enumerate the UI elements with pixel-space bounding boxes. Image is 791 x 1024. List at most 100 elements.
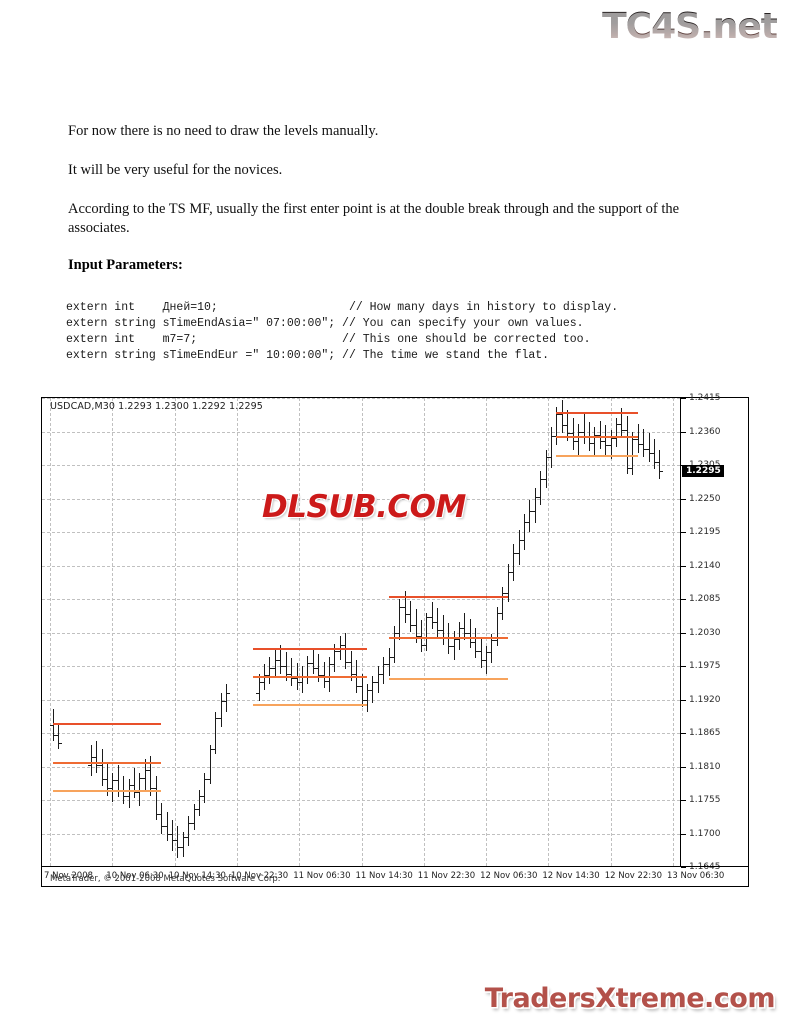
price-bar — [389, 647, 390, 677]
price-bar-close-tick — [59, 743, 62, 745]
price-tick — [681, 833, 686, 835]
price-bar-open-tick — [635, 438, 638, 440]
price-bar-close-tick — [411, 625, 414, 627]
price-bar — [578, 424, 579, 455]
price-bar — [535, 487, 536, 523]
price-bar — [313, 647, 314, 674]
price-tick — [681, 498, 686, 500]
price-bar-open-tick — [131, 784, 134, 786]
time-scale-axis[interactable]: 7 Nov 2008 10 Nov 06:30 10 Nov 14:30 10 Nov… — [42, 866, 748, 886]
price-bar-close-tick — [449, 645, 452, 647]
price-bar-open-tick — [461, 627, 464, 629]
price-bar-close-tick — [335, 650, 338, 652]
price-bar — [324, 661, 325, 689]
support-resistance-group-4-bottom-line — [556, 454, 638, 457]
price-bar-open-tick — [483, 659, 486, 661]
price-bar-close-tick — [579, 431, 582, 433]
grid-line-vertical — [236, 398, 238, 866]
price-bar — [259, 673, 260, 701]
price-bar-open-tick — [537, 497, 540, 499]
price-label: 1.1810 — [689, 761, 721, 772]
support-resistance-group-2-bottom-line — [253, 704, 367, 707]
chart-title-label: USDCAD,M30 1.2293 1.2300 1.2292 1.2295 — [50, 401, 263, 412]
price-bar-open-tick — [651, 452, 654, 454]
price-label: 1.2030 — [689, 627, 721, 638]
price-bar — [378, 666, 379, 694]
price-bar-open-tick — [559, 414, 562, 416]
price-bar-open-tick — [543, 479, 546, 480]
price-bar-open-tick — [55, 734, 58, 736]
watermark-text: DLSUB.COM — [262, 489, 466, 525]
time-label: 12 Nov 22:30 — [604, 871, 662, 881]
price-bar-close-tick — [514, 553, 517, 555]
price-bar — [616, 418, 617, 447]
price-bar — [291, 658, 292, 687]
price-bar — [362, 673, 363, 707]
support-resistance-group-1-top-line — [52, 722, 162, 725]
price-bar-open-tick — [391, 656, 394, 658]
price-bar — [459, 621, 460, 650]
price-label: 1.2140 — [689, 560, 721, 571]
price-tick — [681, 666, 686, 667]
input-parameters-heading: Input Parameters: — [68, 256, 183, 273]
price-bar-open-tick — [299, 682, 302, 684]
price-bar-close-tick — [178, 846, 181, 848]
price-bar-open-tick — [115, 779, 118, 781]
price-bar — [481, 637, 482, 668]
price-bar — [491, 633, 492, 663]
dlsub-watermark: DLSUB.COM — [262, 489, 466, 525]
price-bar — [210, 745, 211, 784]
price-bar — [454, 631, 455, 660]
price-bar-open-tick — [624, 430, 627, 432]
price-bar — [177, 826, 178, 858]
price-scale-axis[interactable]: 1.2415 1.2360 1.2305 1.2250 1.2195 1.2140 1.20… — [680, 393, 748, 872]
price-label: 1.2305 — [689, 460, 721, 470]
price-bar-open-tick — [553, 436, 556, 438]
price-bar-close-tick — [292, 678, 295, 680]
price-bar-open-tick — [429, 617, 432, 619]
price-bar — [659, 449, 660, 479]
price-bar-close-tick — [281, 666, 284, 667]
price-bar-close-tick — [465, 632, 468, 634]
price-bar-close-tick — [124, 795, 127, 797]
price-bar — [134, 767, 135, 799]
price-bar — [600, 420, 601, 449]
price-bar — [215, 711, 216, 755]
price-bar-open-tick — [126, 795, 129, 797]
time-label: 11 Nov 06:30 — [293, 871, 351, 881]
price-bar — [139, 772, 140, 807]
price-label: 1.2415 — [689, 393, 721, 403]
metatrader-chart-window: USDCAD,M30 1.2293 1.2300 1.2292 1.2295 M… — [41, 393, 749, 887]
price-bar-close-tick — [541, 479, 544, 480]
price-bar-open-tick — [201, 795, 204, 797]
price-bar — [524, 513, 525, 551]
grid-line-vertical — [299, 398, 301, 866]
price-bar-open-tick — [164, 826, 167, 828]
price-bar — [508, 564, 509, 603]
price-label: 1.1975 — [689, 661, 721, 671]
price-bar — [118, 765, 119, 797]
price-bar-open-tick — [288, 673, 291, 675]
price-bar-open-tick — [510, 571, 513, 573]
price-bar-open-tick — [180, 846, 183, 848]
price-bar-open-tick — [321, 675, 324, 677]
price-bar-open-tick — [191, 822, 194, 824]
price-bar-open-tick — [310, 663, 313, 664]
price-bar — [91, 745, 92, 776]
grid-line-vertical — [548, 398, 550, 866]
price-bar — [302, 666, 303, 694]
grid-line-vertical — [112, 398, 114, 866]
price-bar — [334, 643, 335, 673]
price-bar — [443, 615, 444, 645]
price-bar-close-tick — [189, 822, 192, 824]
price-label: 1.1865 — [689, 728, 721, 738]
grid-line-vertical — [50, 398, 51, 866]
price-bar-open-tick — [656, 462, 659, 463]
price-bar — [611, 430, 612, 459]
price-bar-open-tick — [364, 699, 367, 701]
price-bar — [221, 693, 222, 727]
grid-line-horizontal — [42, 465, 680, 466]
price-bar-open-tick — [440, 629, 443, 631]
price-label: 1.2085 — [689, 594, 721, 604]
price-bar-open-tick — [50, 725, 53, 727]
